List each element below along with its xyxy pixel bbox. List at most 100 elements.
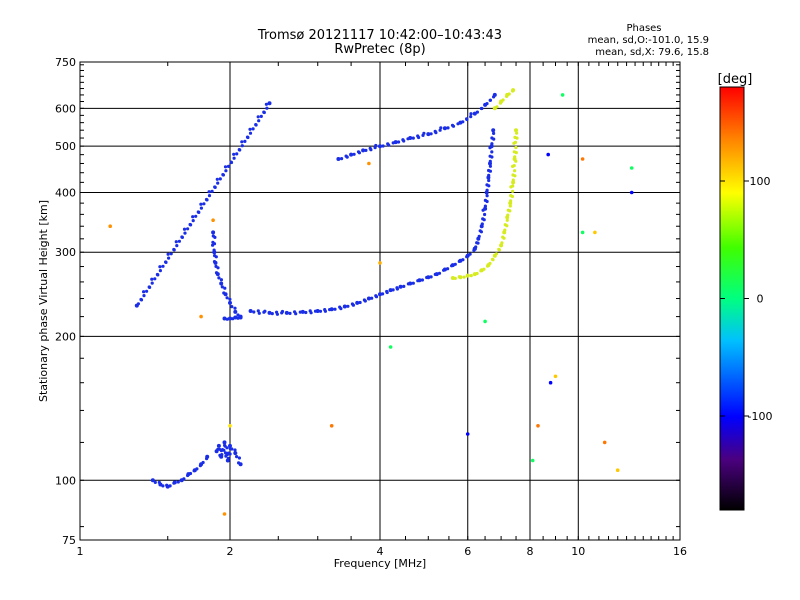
echo-point <box>513 140 518 144</box>
scatter-point <box>483 319 487 324</box>
echo-point <box>226 456 230 460</box>
echo-point <box>339 307 343 311</box>
echo-point <box>402 139 406 143</box>
y-tick-label: 750 <box>55 56 76 69</box>
echo-point <box>226 164 231 168</box>
echo-point <box>228 297 232 301</box>
echo-point <box>199 206 203 210</box>
echo-point <box>513 169 517 173</box>
echo-point <box>243 139 247 143</box>
x-tick-label: 8 <box>527 545 534 558</box>
y-tick-label: 600 <box>55 102 76 115</box>
echo-point <box>222 316 227 321</box>
echo-point <box>145 289 149 293</box>
colorbar-label: [deg] <box>718 72 753 87</box>
echo-point <box>228 316 232 321</box>
y-tick-label: 400 <box>55 186 76 199</box>
echo-point <box>408 281 413 286</box>
echo-point <box>475 271 479 276</box>
echo-point <box>446 126 450 130</box>
echo-point <box>147 285 151 289</box>
echo-point <box>213 185 217 189</box>
echo-point <box>155 272 159 277</box>
echo-point <box>270 312 274 316</box>
echo-point <box>511 184 515 188</box>
echo-point <box>483 206 488 211</box>
scatter-point <box>211 218 215 222</box>
echo-point <box>363 299 367 303</box>
echo-point <box>503 223 507 227</box>
echo-point <box>136 302 140 306</box>
echo-point <box>388 288 393 293</box>
colorbar-tick-label: 100 <box>750 175 771 188</box>
echo-point <box>233 315 238 320</box>
scatter-point <box>199 314 203 319</box>
echo-point <box>451 124 456 128</box>
echo-point <box>506 208 510 212</box>
echo-point <box>175 244 179 248</box>
scatter-point <box>553 374 558 379</box>
y-tick-label: 200 <box>55 330 76 343</box>
echo-point <box>232 152 236 156</box>
echo-point <box>374 295 379 299</box>
echo-point <box>505 218 509 222</box>
echo-point <box>501 235 505 239</box>
echo-point <box>491 128 496 133</box>
echo-point <box>515 131 519 135</box>
phases-box-title: Phases <box>626 23 661 34</box>
echo-point <box>233 448 237 452</box>
scatter-point <box>228 424 232 428</box>
scatter-point <box>629 166 634 170</box>
echo-point <box>487 173 491 177</box>
echo-point <box>489 144 494 149</box>
echo-point <box>169 252 173 256</box>
echo-point <box>483 212 487 217</box>
echo-point <box>480 106 484 111</box>
echo-point <box>188 222 192 227</box>
echo-point <box>351 303 355 307</box>
scatter-point <box>222 512 227 516</box>
echo-point <box>263 309 267 313</box>
echo-point <box>509 194 513 198</box>
echo-point <box>370 296 374 300</box>
echo-point <box>211 230 216 235</box>
x-tick-label: 10 <box>571 545 585 558</box>
echo-point <box>481 217 485 221</box>
echo-point <box>191 219 195 223</box>
echo-point <box>426 275 431 280</box>
echo-point <box>461 258 465 262</box>
scatter-point <box>602 440 607 445</box>
echo-point <box>475 241 479 245</box>
echo-point <box>480 222 484 226</box>
echo-point <box>437 271 442 275</box>
echo-point <box>238 462 243 467</box>
y-tick-label: 75 <box>62 534 76 547</box>
echo-point <box>513 155 517 159</box>
y-tick-label: 100 <box>55 474 76 487</box>
echo-point <box>248 131 253 135</box>
echo-point <box>204 197 209 202</box>
y-tick-label: 500 <box>55 140 76 153</box>
echo-point <box>490 257 495 261</box>
echo-point <box>507 92 511 96</box>
scatter-point <box>593 230 597 235</box>
echo-point <box>294 312 298 316</box>
echo-point <box>439 126 443 130</box>
echo-point <box>462 275 466 279</box>
echo-point <box>216 266 220 270</box>
echo-point <box>488 164 492 168</box>
echo-point <box>257 119 261 123</box>
echo-point <box>201 460 205 465</box>
echo-point <box>196 210 200 214</box>
echo-point <box>240 144 244 148</box>
echo-point <box>219 281 224 286</box>
scatter-point <box>530 458 535 463</box>
echo-point <box>336 157 341 161</box>
echo-point <box>487 178 491 183</box>
echo-point <box>230 305 234 309</box>
echo-point <box>506 213 510 217</box>
echo-point <box>228 300 232 305</box>
echo-point <box>199 202 203 206</box>
echo-point <box>221 173 225 177</box>
echo-point <box>238 315 243 320</box>
